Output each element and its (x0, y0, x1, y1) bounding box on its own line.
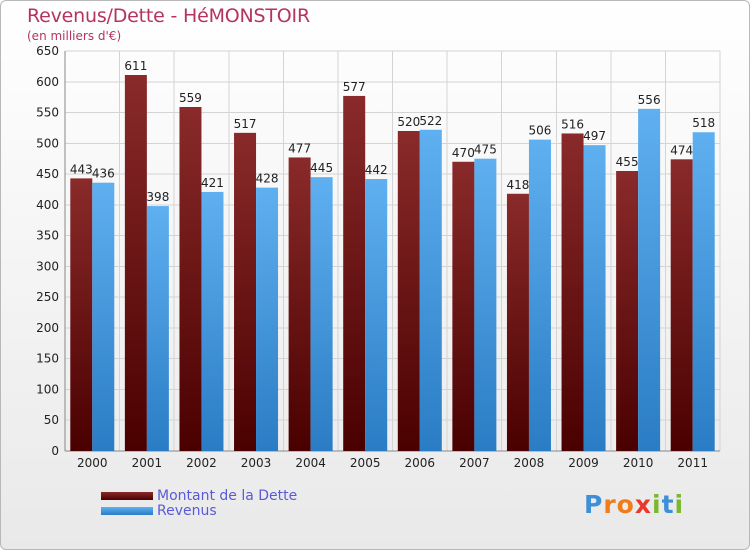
data-label: 470 (452, 146, 475, 160)
data-label: 398 (146, 190, 169, 204)
bar-dette-2001 (124, 75, 147, 451)
data-label: 455 (616, 155, 639, 169)
bar-dette-2008 (506, 193, 529, 451)
bar-dette-2005 (343, 95, 366, 451)
y-tick-label: 600 (36, 75, 59, 89)
y-tick-label: 300 (36, 259, 59, 273)
x-tick-label: 2001 (132, 456, 163, 470)
bar-dette-2011 (670, 159, 693, 452)
logo-letter: t (661, 490, 675, 519)
legend-swatch-dette (101, 491, 153, 500)
y-tick-label: 250 (36, 290, 59, 304)
data-label: 518 (692, 116, 715, 130)
logo-letter: i (652, 490, 662, 519)
data-label: 517 (234, 117, 257, 131)
legend-swatch-revenus (101, 506, 153, 515)
data-label: 577 (343, 80, 366, 94)
bar-revenus-2001 (146, 206, 169, 451)
data-label: 556 (638, 93, 661, 107)
bar-dette-2000 (70, 178, 93, 451)
data-label: 442 (365, 163, 388, 177)
bar-dette-2003 (234, 132, 257, 451)
x-tick-label: 2010 (623, 456, 654, 470)
bar-dette-2007 (452, 161, 475, 451)
bar-revenus-2011 (692, 132, 715, 451)
bar-revenus-2003 (256, 187, 279, 451)
data-label: 477 (288, 141, 311, 155)
y-tick-label: 400 (36, 198, 59, 212)
bar-revenus-2010 (638, 108, 661, 451)
bar-revenus-2002 (201, 191, 224, 451)
x-tick-label: 2002 (186, 456, 217, 470)
bar-dette-2002 (179, 107, 202, 451)
data-label: 475 (474, 143, 497, 157)
x-tick-label: 2008 (514, 456, 545, 470)
chart-title: Revenus/Dette - HéMONSTOIR (27, 5, 310, 27)
y-tick-label: 50 (44, 413, 59, 427)
legend-item-dette: Montant de la Dette (101, 487, 298, 504)
bar-dette-2004 (288, 157, 311, 451)
y-tick-label: 550 (36, 106, 59, 120)
legend: Montant de la Dette Revenus (101, 487, 298, 519)
x-tick-label: 2005 (350, 456, 381, 470)
bar-dette-2010 (616, 171, 639, 451)
logo-letter: P (584, 490, 604, 519)
x-tick-label: 2003 (241, 456, 272, 470)
x-tick-label: 2011 (677, 456, 708, 470)
data-label: 436 (92, 167, 115, 181)
y-tick-label: 450 (36, 167, 59, 181)
data-label: 497 (583, 129, 606, 143)
proxiti-logo: Proxiti (584, 490, 684, 519)
logo-letter: x (634, 490, 652, 519)
logo-letter: o (616, 490, 635, 519)
data-label: 611 (124, 59, 147, 73)
bar-revenus-2006 (419, 129, 442, 451)
data-label: 445 (310, 161, 333, 175)
data-label: 474 (670, 143, 693, 157)
y-tick-label: 150 (36, 352, 59, 366)
legend-label-revenus: Revenus (157, 502, 217, 519)
data-label: 520 (397, 115, 420, 129)
logo-letter: r (603, 490, 617, 519)
y-tick-label: 650 (36, 44, 59, 58)
bar-revenus-2007 (474, 158, 497, 451)
data-label: 559 (179, 91, 202, 105)
y-tick-label: 500 (36, 136, 59, 150)
logo-letter: i (674, 490, 685, 519)
legend-label-dette: Montant de la Dette (157, 487, 298, 504)
data-label: 421 (201, 176, 224, 190)
y-tick-label: 200 (36, 321, 59, 335)
legend-item-revenus: Revenus (101, 502, 297, 519)
data-label: 522 (419, 114, 442, 128)
bar-revenus-2008 (528, 139, 551, 451)
x-tick-label: 2007 (459, 456, 490, 470)
y-tick-label: 350 (36, 229, 59, 243)
x-tick-label: 2000 (77, 456, 108, 470)
bar-dette-2009 (561, 133, 584, 451)
bar-revenus-2005 (365, 179, 388, 451)
data-label: 516 (561, 117, 584, 131)
bar-dette-2006 (397, 131, 420, 451)
bar-revenus-2004 (310, 177, 333, 451)
data-label: 506 (529, 124, 552, 138)
data-label: 443 (70, 162, 93, 176)
x-tick-label: 2006 (405, 456, 436, 470)
data-label: 428 (256, 172, 279, 186)
x-tick-label: 2004 (295, 456, 326, 470)
x-tick-label: 2009 (568, 456, 599, 470)
chart-subtitle: (en milliers d'€) (27, 29, 122, 43)
bar-revenus-2009 (583, 145, 606, 451)
bar-revenus-2000 (92, 182, 115, 451)
y-tick-label: 0 (51, 444, 59, 458)
y-tick-label: 100 (36, 382, 59, 396)
data-label: 418 (507, 178, 530, 192)
